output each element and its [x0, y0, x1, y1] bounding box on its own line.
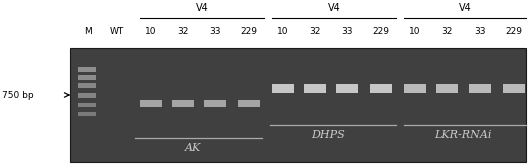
- Text: 10: 10: [145, 28, 157, 37]
- Text: 33: 33: [341, 28, 353, 37]
- Text: DHPS: DHPS: [311, 130, 345, 140]
- Bar: [78, 83, 96, 88]
- Text: V4: V4: [458, 3, 471, 13]
- Text: 229: 229: [506, 28, 523, 37]
- Bar: [469, 84, 491, 93]
- Text: 32: 32: [178, 28, 189, 37]
- Bar: [78, 93, 96, 98]
- Bar: [503, 84, 525, 93]
- Bar: [70, 48, 526, 162]
- Bar: [204, 100, 226, 107]
- Text: 32: 32: [441, 28, 453, 37]
- Text: 10: 10: [277, 28, 289, 37]
- Text: WT: WT: [110, 28, 124, 37]
- Bar: [304, 84, 326, 93]
- Bar: [370, 84, 392, 93]
- Bar: [238, 100, 260, 107]
- Bar: [272, 84, 294, 93]
- Bar: [78, 67, 96, 72]
- Text: M: M: [84, 28, 92, 37]
- Bar: [336, 84, 358, 93]
- Text: 229: 229: [373, 28, 390, 37]
- Text: 33: 33: [474, 28, 486, 37]
- Bar: [172, 100, 194, 107]
- Text: 32: 32: [310, 28, 321, 37]
- Bar: [78, 103, 96, 107]
- Text: 10: 10: [409, 28, 421, 37]
- Bar: [78, 75, 96, 80]
- Bar: [78, 112, 96, 116]
- Text: V4: V4: [196, 3, 208, 13]
- Text: AK: AK: [185, 143, 201, 153]
- Bar: [140, 100, 162, 107]
- Bar: [436, 84, 458, 93]
- Text: V4: V4: [328, 3, 340, 13]
- Text: 229: 229: [241, 28, 258, 37]
- Text: 750 bp: 750 bp: [2, 91, 33, 100]
- Text: LKR-RNAi: LKR-RNAi: [434, 130, 492, 140]
- Text: 33: 33: [209, 28, 221, 37]
- Bar: [404, 84, 426, 93]
